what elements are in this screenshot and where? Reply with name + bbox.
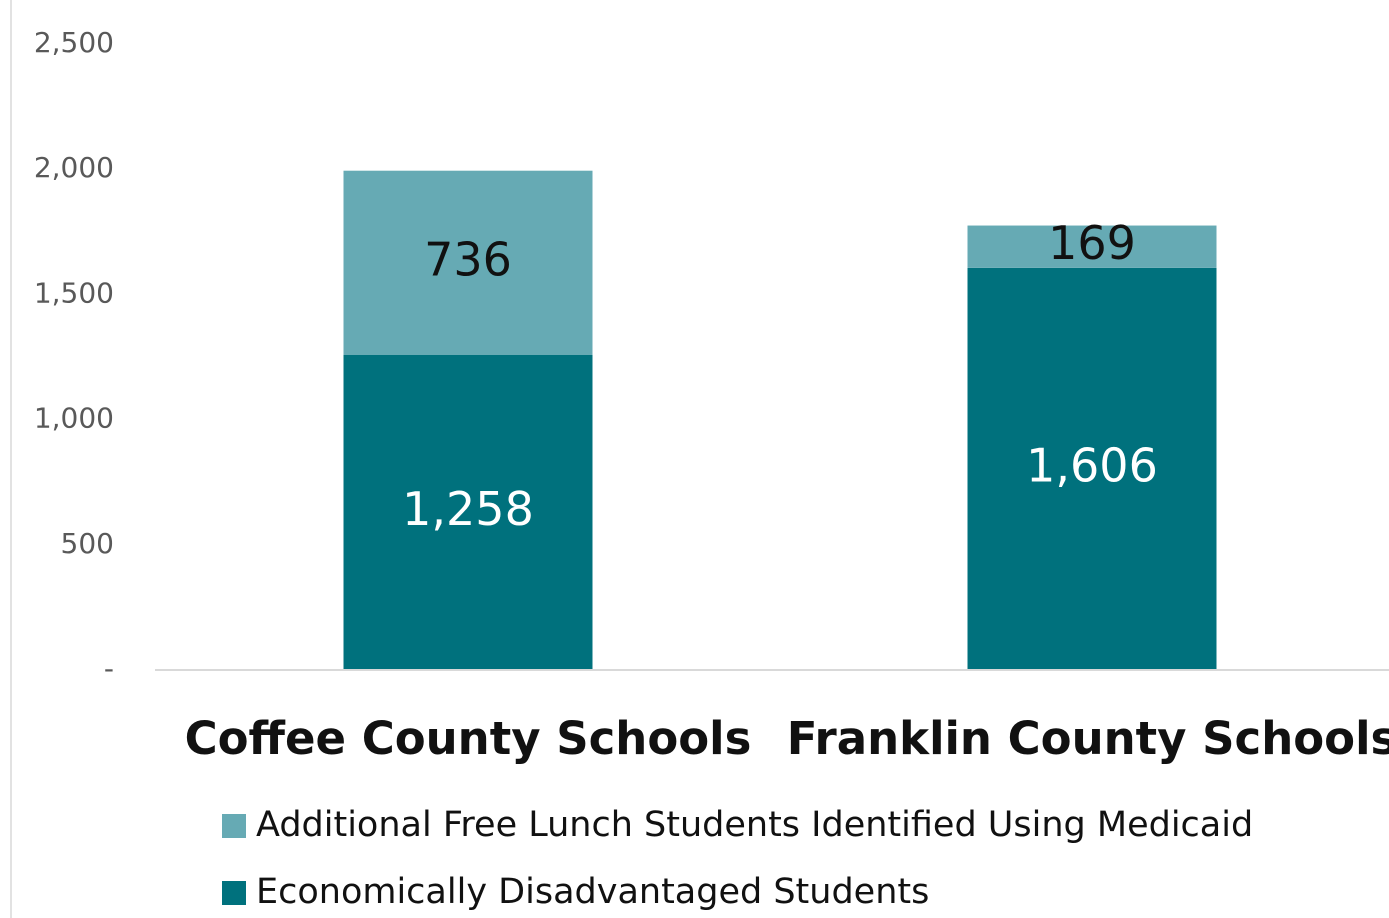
category-label: Franklin County Schools: [787, 712, 1389, 765]
legend: Additional Free Lunch Students Identifie…: [222, 805, 1253, 912]
y-tick-label: 500: [61, 527, 114, 560]
y-tick-label: 2,000: [34, 151, 114, 184]
legend-label: Additional Free Lunch Students Identifie…: [256, 805, 1253, 845]
y-tick-label: 2,500: [34, 26, 114, 59]
legend-swatch: [222, 881, 246, 905]
y-tick-label: 1,000: [34, 402, 114, 435]
y-tick-label: 1,500: [34, 276, 114, 309]
legend-label: Economically Disadvantaged Students: [256, 872, 929, 912]
y-axis-ticks: - 500 1,000 1,500 2,000 2,500: [34, 26, 114, 685]
data-label: 1,606: [1026, 438, 1158, 492]
category-labels: Coffee County Schools Franklin County Sch…: [185, 712, 1389, 765]
category-label: Coffee County Schools: [185, 712, 752, 765]
data-label: 1,258: [402, 482, 534, 536]
y-tick-label: -: [104, 652, 114, 685]
data-label: 736: [424, 232, 512, 286]
legend-swatch: [222, 814, 246, 838]
data-label: 169: [1048, 216, 1136, 270]
